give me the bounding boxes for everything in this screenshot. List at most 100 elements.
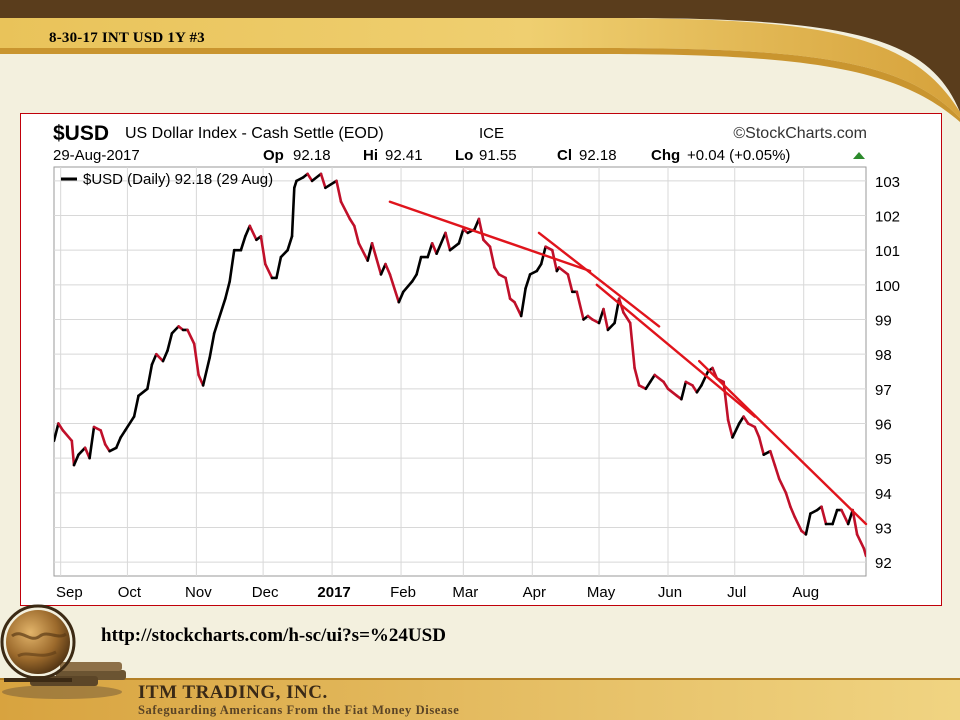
price-segment <box>804 512 812 536</box>
price-segment <box>430 242 438 255</box>
price-segment <box>482 238 492 248</box>
price-segment <box>851 508 859 536</box>
price-segment <box>54 422 60 443</box>
y-tick-label: 94 <box>875 486 892 503</box>
price-segment <box>212 318 220 335</box>
price-segment <box>379 262 387 276</box>
chart-exchange: ICE <box>479 125 504 142</box>
price-segment <box>103 442 111 453</box>
price-segment <box>633 366 641 387</box>
chart-frame: $USD US Dollar Index - Cash Settle (EOD)… <box>20 113 942 606</box>
price-segment <box>259 235 267 266</box>
price-segment <box>319 172 327 190</box>
price-segment <box>286 235 294 252</box>
top-gold-band <box>0 18 960 118</box>
price-segment <box>535 262 543 273</box>
price-segment <box>840 508 850 526</box>
price-segment <box>757 436 766 457</box>
price-segment <box>648 373 657 384</box>
price-segment <box>784 491 792 509</box>
legend-label: $USD (Daily) 92.18 (29 Aug) <box>83 171 273 188</box>
y-tick-label: 92 <box>875 555 892 572</box>
x-tick-label: Aug <box>792 584 819 601</box>
price-segment <box>722 380 730 422</box>
x-tick-label: 2017 <box>317 584 350 601</box>
y-tick-label: 103 <box>875 174 900 191</box>
price-segment <box>653 373 665 384</box>
price-segment <box>550 248 559 273</box>
price-segment <box>264 262 274 280</box>
company-name: ITM TRADING, INC. <box>138 682 328 703</box>
price-segment <box>72 453 80 467</box>
price-segment <box>789 505 797 519</box>
trendline <box>698 359 868 526</box>
price-segment <box>166 332 174 352</box>
price-segment <box>488 245 496 269</box>
price-segment <box>388 273 401 304</box>
price-segment <box>224 280 231 300</box>
price-segment <box>70 439 76 467</box>
price-segment <box>306 172 314 183</box>
x-tick-label: Feb <box>390 584 416 601</box>
source-url[interactable]: http://stockcharts.com/h-sc/ui?s=%24USD <box>101 625 446 646</box>
price-segment <box>137 387 149 398</box>
price-segment <box>88 425 96 460</box>
price-segment <box>115 436 122 450</box>
price-segment <box>777 477 788 495</box>
price-segment <box>239 235 247 252</box>
price-segment <box>161 349 169 363</box>
price-segment <box>244 224 252 238</box>
price-segment <box>493 266 501 276</box>
price-segment <box>606 321 616 332</box>
price-segment <box>504 276 512 300</box>
price-segment <box>566 273 574 294</box>
price-segment <box>119 429 127 439</box>
price-segment <box>357 242 370 262</box>
y-tick-label: 100 <box>875 278 900 295</box>
price-segment <box>444 231 452 252</box>
price-segment <box>457 228 465 245</box>
price-segment <box>208 332 216 359</box>
price-segment <box>401 280 414 294</box>
top-dark-band <box>0 0 960 112</box>
globe-logo-icon <box>0 604 126 699</box>
price-segment <box>519 287 527 318</box>
price-segment <box>384 262 392 276</box>
price-segment <box>228 248 236 283</box>
price-segment <box>348 217 356 228</box>
bottom-gold-band <box>0 678 960 720</box>
price-segment <box>146 363 154 391</box>
price-segment <box>644 380 652 391</box>
x-tick-label: Oct <box>118 584 142 601</box>
price-segment <box>410 273 418 283</box>
x-tick-label: Dec <box>252 584 279 601</box>
price-segment <box>628 321 636 370</box>
price-segment <box>335 179 343 203</box>
price-segment <box>186 328 196 346</box>
price-segment <box>290 186 296 238</box>
price-segment <box>310 172 323 183</box>
price-segment <box>77 446 87 457</box>
slide-title: 8-30-17 INT USD 1Y #3 <box>49 30 205 46</box>
price-segment <box>695 384 703 394</box>
price-segment <box>742 415 750 425</box>
price-segment <box>366 242 374 262</box>
x-tick-label: Nov <box>185 584 212 601</box>
cl-value: 92.18 <box>579 147 617 164</box>
price-segment <box>435 231 447 255</box>
x-tick-label: Jul <box>727 584 746 601</box>
price-segment <box>622 311 632 325</box>
price-segment <box>513 300 523 318</box>
price-segment <box>731 422 741 439</box>
price-segment <box>248 224 258 242</box>
usd-chart: $USD US Dollar Index - Cash Settle (EOD)… <box>53 122 900 601</box>
price-segment <box>170 325 180 335</box>
x-tick-label: Jun <box>658 584 682 601</box>
op-label: Op <box>263 147 284 164</box>
chart-brand: ©StockCharts.com <box>733 125 867 142</box>
chart-date: 29-Aug-2017 <box>53 147 140 164</box>
price-segment <box>820 505 828 526</box>
price-segment <box>862 546 866 558</box>
price-segment <box>773 463 781 481</box>
price-segment <box>201 356 211 387</box>
